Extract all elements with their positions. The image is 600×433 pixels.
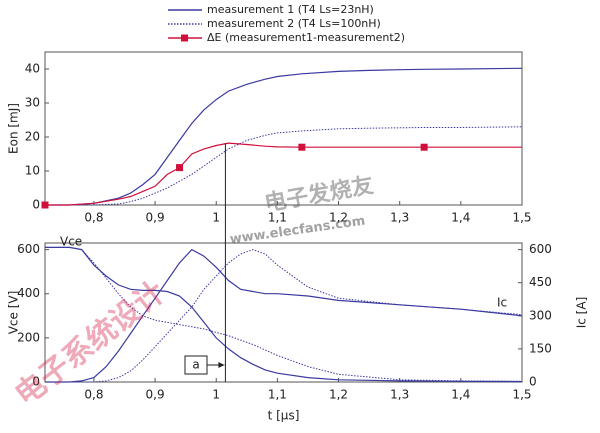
series-line — [45, 67, 523, 206]
y-tick-label: 40 — [25, 62, 40, 76]
y-tick-label: 20 — [25, 130, 40, 144]
y2-axis-label: Ic [A] — [575, 297, 589, 329]
legend-label: ΔE (measurement1-measurement2) — [207, 31, 405, 44]
y2-tick-label: 150 — [529, 341, 552, 355]
x-tick-label: 1,5 — [512, 388, 531, 402]
y-tick-label: 0 — [32, 375, 40, 389]
x-tick-label: 1,4 — [451, 388, 470, 402]
plot-frame — [44, 51, 523, 206]
x-tick-label: 1,2 — [329, 388, 348, 402]
legend-label: measurement 2 (T4 Ls=100nH) — [207, 17, 381, 30]
series-marker — [420, 143, 428, 151]
series-marker — [41, 201, 49, 209]
x-tick-label: 1,1 — [268, 211, 287, 225]
x-tick-label: 0,9 — [146, 211, 165, 225]
watermark: www.elecfans.com — [229, 214, 366, 248]
x-tick-label: 1,3 — [390, 211, 409, 225]
series-line — [45, 246, 523, 383]
y-tick-label: 600 — [17, 242, 40, 256]
legend-label: measurement 1 (T4 Ls=23nH) — [207, 3, 374, 16]
x-tick-label: 1,4 — [451, 211, 470, 225]
x-tick-label: 1,2 — [329, 211, 348, 225]
y-tick-label: 200 — [17, 330, 40, 344]
y-tick-label: 0 — [32, 198, 40, 212]
y2-tick-label: 450 — [529, 275, 552, 289]
annotation: a — [192, 358, 199, 372]
plot-frame — [44, 242, 523, 383]
x-tick-label: 1,3 — [390, 388, 409, 402]
series-line — [45, 126, 523, 206]
y2-tick-label: 600 — [529, 242, 552, 256]
series-marker — [298, 143, 306, 151]
series-marker — [176, 164, 184, 172]
watermark: 电子发烧友 — [263, 172, 376, 217]
x-axis-label: t [µs] — [268, 409, 300, 423]
series-line — [45, 142, 522, 206]
y-tick-label: 10 — [25, 164, 40, 178]
x-tick-label: 0,8 — [84, 211, 103, 225]
series-line — [45, 248, 523, 383]
y-tick-label: 400 — [17, 286, 40, 300]
y-tick-label: 30 — [25, 96, 40, 110]
annotation-arrowhead — [218, 362, 225, 368]
x-tick-label: 1,5 — [512, 211, 531, 225]
series-line — [45, 246, 523, 382]
annotation: Vce — [60, 235, 82, 249]
y2-tick-label: 0 — [529, 375, 537, 389]
y2-tick-label: 300 — [529, 308, 552, 322]
x-tick-label: 0,8 — [84, 388, 103, 402]
x-tick-label: 0,9 — [146, 388, 165, 402]
series-line — [45, 249, 523, 383]
annotation: Ic — [497, 296, 507, 310]
x-tick-label: 1 — [212, 211, 220, 225]
y-axis-label: Vce [V] — [7, 291, 21, 335]
x-tick-label: 1 — [212, 388, 220, 402]
legend-marker — [181, 34, 188, 42]
x-tick-label: 1,1 — [268, 388, 287, 402]
y-axis-label: Eon [mJ] — [7, 103, 21, 154]
